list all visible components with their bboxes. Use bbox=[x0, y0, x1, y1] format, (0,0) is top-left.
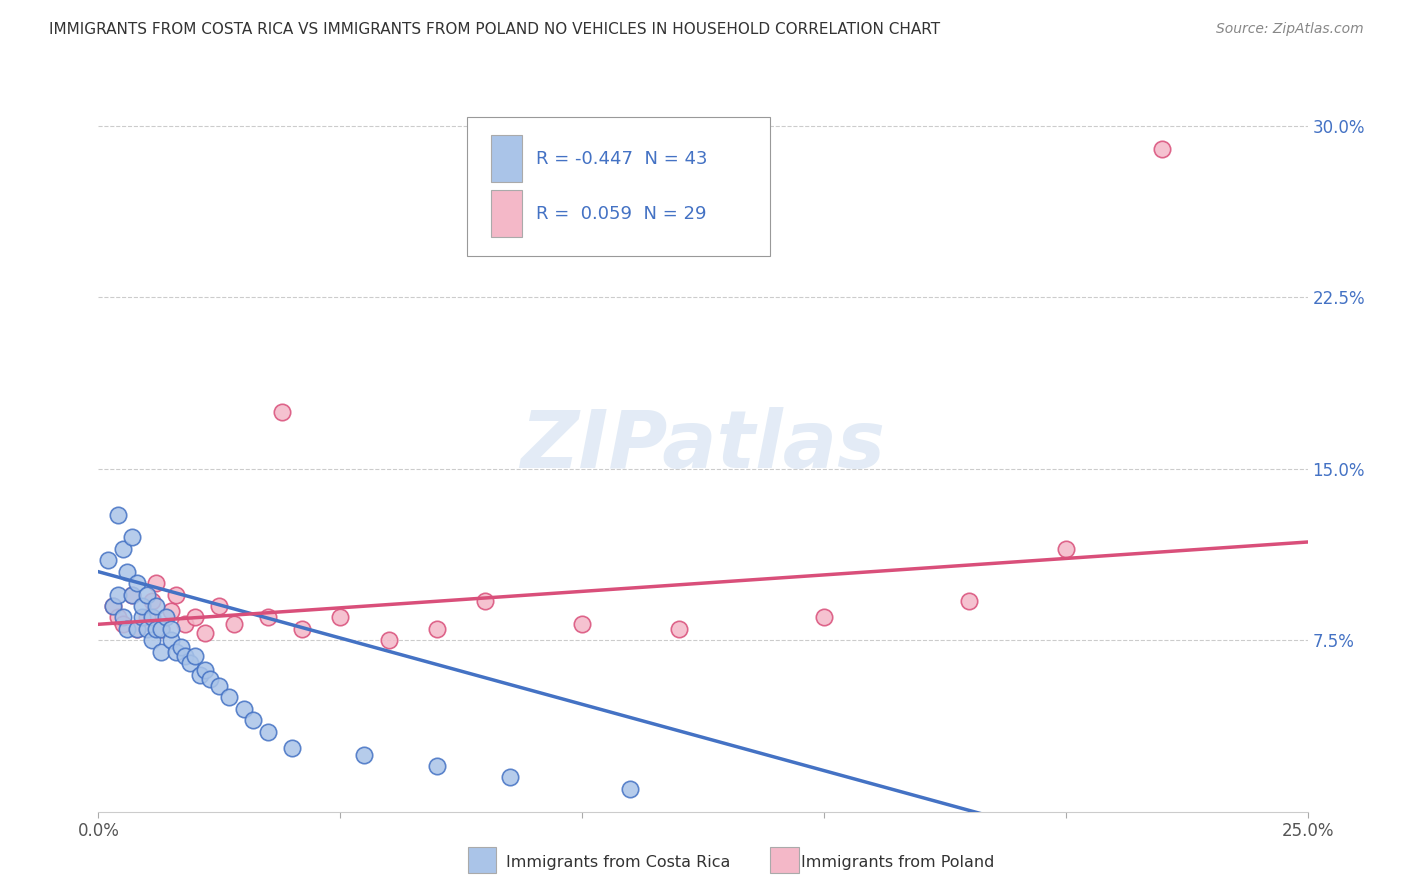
Point bbox=[150, 622, 173, 636]
Text: R =  0.059  N = 29: R = 0.059 N = 29 bbox=[536, 204, 707, 223]
Point bbox=[198, 672, 221, 686]
Point bbox=[426, 622, 449, 636]
Point bbox=[242, 714, 264, 728]
Point bbox=[160, 633, 183, 648]
Point bbox=[165, 588, 187, 602]
Text: Source: ZipAtlas.com: Source: ZipAtlas.com bbox=[1216, 22, 1364, 37]
Point bbox=[135, 622, 157, 636]
Point bbox=[1152, 142, 1174, 156]
Point bbox=[127, 622, 149, 636]
Point bbox=[117, 622, 139, 636]
Point bbox=[150, 622, 173, 636]
Point bbox=[121, 588, 143, 602]
Point bbox=[141, 594, 163, 608]
Point bbox=[208, 679, 231, 693]
Point bbox=[957, 594, 980, 608]
Point bbox=[121, 530, 143, 544]
Point bbox=[160, 622, 183, 636]
Point bbox=[218, 690, 240, 705]
Point bbox=[131, 599, 153, 613]
Point bbox=[377, 633, 399, 648]
Point bbox=[571, 617, 593, 632]
Point bbox=[668, 622, 690, 636]
Point bbox=[127, 622, 149, 636]
Point bbox=[290, 622, 312, 636]
Point bbox=[256, 610, 278, 624]
Point bbox=[107, 588, 129, 602]
Point bbox=[107, 610, 129, 624]
Point bbox=[111, 541, 134, 556]
Point bbox=[184, 610, 207, 624]
Point bbox=[353, 747, 375, 762]
Text: Immigrants from Poland: Immigrants from Poland bbox=[801, 855, 995, 870]
Point bbox=[498, 771, 520, 785]
Point bbox=[150, 645, 173, 659]
Point bbox=[111, 610, 134, 624]
Point bbox=[145, 576, 167, 591]
Point bbox=[194, 663, 217, 677]
Point bbox=[165, 645, 187, 659]
Bar bbox=[492, 190, 522, 237]
Point bbox=[101, 599, 124, 613]
Point bbox=[232, 702, 254, 716]
Point bbox=[135, 610, 157, 624]
Point bbox=[155, 610, 177, 624]
Point bbox=[329, 610, 352, 624]
Point bbox=[117, 565, 139, 579]
Point bbox=[619, 781, 641, 796]
Point bbox=[1054, 541, 1077, 556]
Point bbox=[121, 588, 143, 602]
Point bbox=[184, 649, 207, 664]
Point bbox=[222, 617, 245, 632]
Point bbox=[194, 626, 217, 640]
FancyBboxPatch shape bbox=[467, 117, 769, 256]
Point bbox=[281, 740, 304, 755]
Point bbox=[131, 610, 153, 624]
Point bbox=[127, 576, 149, 591]
Point bbox=[256, 724, 278, 739]
Text: ZIPatlas: ZIPatlas bbox=[520, 407, 886, 485]
Point bbox=[474, 594, 496, 608]
Point bbox=[160, 604, 183, 618]
Point bbox=[188, 667, 211, 681]
Point bbox=[135, 588, 157, 602]
Point bbox=[208, 599, 231, 613]
Point bbox=[111, 617, 134, 632]
Point bbox=[97, 553, 120, 567]
Point bbox=[145, 622, 167, 636]
Point bbox=[174, 649, 197, 664]
Point bbox=[107, 508, 129, 522]
Bar bbox=[468, 847, 496, 873]
Text: Immigrants from Costa Rica: Immigrants from Costa Rica bbox=[506, 855, 731, 870]
Text: R = -0.447  N = 43: R = -0.447 N = 43 bbox=[536, 150, 707, 168]
Text: IMMIGRANTS FROM COSTA RICA VS IMMIGRANTS FROM POLAND NO VEHICLES IN HOUSEHOLD CO: IMMIGRANTS FROM COSTA RICA VS IMMIGRANTS… bbox=[49, 22, 941, 37]
Point bbox=[101, 599, 124, 613]
Bar bbox=[770, 847, 799, 873]
Point bbox=[145, 599, 167, 613]
Point bbox=[813, 610, 835, 624]
Point bbox=[179, 656, 201, 670]
Bar bbox=[492, 135, 522, 182]
Point bbox=[271, 405, 294, 419]
Point bbox=[426, 759, 449, 773]
Point bbox=[169, 640, 191, 655]
Point bbox=[141, 610, 163, 624]
Point bbox=[141, 633, 163, 648]
Point bbox=[174, 617, 197, 632]
